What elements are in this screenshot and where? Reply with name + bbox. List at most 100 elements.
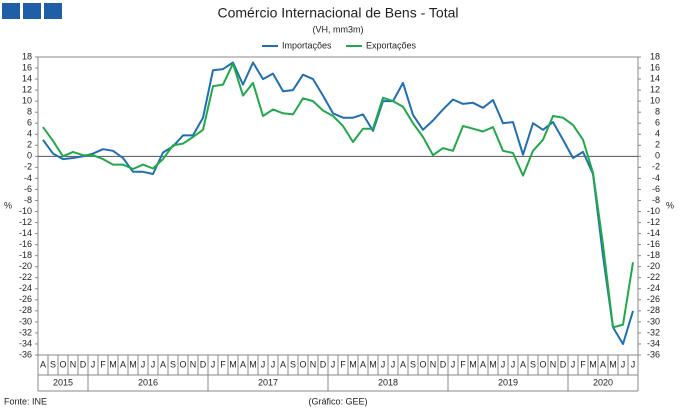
y2-tick-label: -14 xyxy=(647,228,660,238)
y2-tick-label: 8 xyxy=(655,107,660,117)
x-tick-label: D xyxy=(320,359,327,369)
y2-tick-label: -16 xyxy=(647,239,660,249)
y-tick-label: -16 xyxy=(19,239,32,249)
series-line xyxy=(42,62,634,329)
y-tick-label: -12 xyxy=(19,217,32,227)
x-tick-label: A xyxy=(360,359,366,369)
series-line xyxy=(42,61,634,345)
x-tick-label: A xyxy=(40,359,46,369)
y-tick-label: -34 xyxy=(19,338,32,348)
y-tick-label: -2 xyxy=(24,162,32,172)
y2-tick-label: -6 xyxy=(652,184,660,194)
y2-tick-label: -10 xyxy=(647,206,660,216)
y2-tick-label: 4 xyxy=(655,129,660,139)
year-label: 2020 xyxy=(593,377,613,387)
x-tick-label: S xyxy=(290,359,296,369)
chart-title: Comércio Internacional de Bens - Total xyxy=(218,5,459,21)
year-label: 2015 xyxy=(53,377,73,387)
x-tick-label: O xyxy=(59,359,66,369)
y2-tick-label: 10 xyxy=(650,96,660,106)
x-tick-label: J xyxy=(211,359,216,369)
y2-tick-label: 0 xyxy=(655,151,660,161)
x-tick-label: S xyxy=(530,359,536,369)
x-tick-label: J xyxy=(571,359,576,369)
x-tick-label: M xyxy=(369,359,377,369)
x-tick-label: J xyxy=(381,359,386,369)
x-tick-label: M xyxy=(229,359,237,369)
year-label: 2016 xyxy=(138,377,158,387)
x-tick-label: S xyxy=(170,359,176,369)
x-tick-label: J xyxy=(621,359,626,369)
x-tick-label: J xyxy=(391,359,396,369)
x-tick-label: F xyxy=(460,359,466,369)
y2-tick-label: -2 xyxy=(652,162,660,172)
y-tick-label: 4 xyxy=(27,129,32,139)
x-tick-label: A xyxy=(280,359,286,369)
y-tick-label: -30 xyxy=(19,316,32,326)
year-label: 2018 xyxy=(378,377,398,387)
y2-tick-label: -18 xyxy=(647,250,660,260)
y-tick-label: -24 xyxy=(19,283,32,293)
legend-label: Exportações xyxy=(366,40,417,50)
y2-tick-label: -26 xyxy=(647,294,660,304)
x-tick-label: M xyxy=(589,359,597,369)
y2-tick-label: -8 xyxy=(652,195,660,205)
y-tick-label: -36 xyxy=(19,349,32,359)
x-tick-label: N xyxy=(430,359,437,369)
y2-tick-label: 14 xyxy=(650,73,660,83)
y-tick-label: -32 xyxy=(19,327,32,337)
x-tick-label: J xyxy=(631,359,636,369)
x-tick-label: J xyxy=(501,359,506,369)
y-tick-label: 10 xyxy=(22,96,32,106)
x-tick-label: N xyxy=(70,359,77,369)
y2-axis-label: % xyxy=(666,200,674,210)
x-tick-label: J xyxy=(451,359,456,369)
x-tick-label: M xyxy=(349,359,357,369)
y2-tick-label: -30 xyxy=(647,316,660,326)
y-tick-label: -8 xyxy=(24,195,32,205)
y-axis-label: % xyxy=(4,200,12,210)
credit: (Gráfico: GEE) xyxy=(308,396,367,406)
x-tick-label: N xyxy=(550,359,557,369)
y-tick-label: 14 xyxy=(22,73,32,83)
y-tick-label: 12 xyxy=(22,84,32,94)
y2-tick-label: -32 xyxy=(647,327,660,337)
y2-tick-label: -34 xyxy=(647,338,660,348)
chart-subtitle: (VH, mm3m) xyxy=(313,24,364,34)
x-tick-label: A xyxy=(520,359,526,369)
y-tick-label: -6 xyxy=(24,184,32,194)
x-tick-label: M xyxy=(609,359,617,369)
x-tick-label: A xyxy=(240,359,246,369)
x-tick-label: J xyxy=(271,359,276,369)
x-tick-label: J xyxy=(261,359,266,369)
x-tick-label: O xyxy=(179,359,186,369)
y2-tick-label: 12 xyxy=(650,84,660,94)
y2-tick-label: -28 xyxy=(647,305,660,315)
x-tick-label: A xyxy=(120,359,126,369)
x-tick-label: A xyxy=(480,359,486,369)
x-tick-label: M xyxy=(249,359,257,369)
legend-label: Importações xyxy=(282,40,332,50)
y-tick-label: -18 xyxy=(19,250,32,260)
x-tick-label: A xyxy=(400,359,406,369)
y-tick-label: -4 xyxy=(24,173,32,183)
y2-tick-label: -4 xyxy=(652,173,660,183)
x-tick-label: J xyxy=(331,359,336,369)
x-tick-label: F xyxy=(580,359,586,369)
y-tick-label: 0 xyxy=(27,151,32,161)
x-tick-label: D xyxy=(440,359,447,369)
x-tick-label: M xyxy=(109,359,117,369)
x-tick-label: F xyxy=(100,359,106,369)
logo-square xyxy=(44,3,62,19)
x-tick-label: O xyxy=(419,359,426,369)
y-tick-label: -20 xyxy=(19,261,32,271)
y2-tick-label: -24 xyxy=(647,283,660,293)
x-tick-label: F xyxy=(340,359,346,369)
x-tick-label: M xyxy=(489,359,497,369)
year-label: 2017 xyxy=(258,377,278,387)
y2-tick-label: 18 xyxy=(650,51,660,61)
y-tick-label: 6 xyxy=(27,118,32,128)
y2-tick-label: 16 xyxy=(650,62,660,72)
x-tick-label: M xyxy=(129,359,137,369)
